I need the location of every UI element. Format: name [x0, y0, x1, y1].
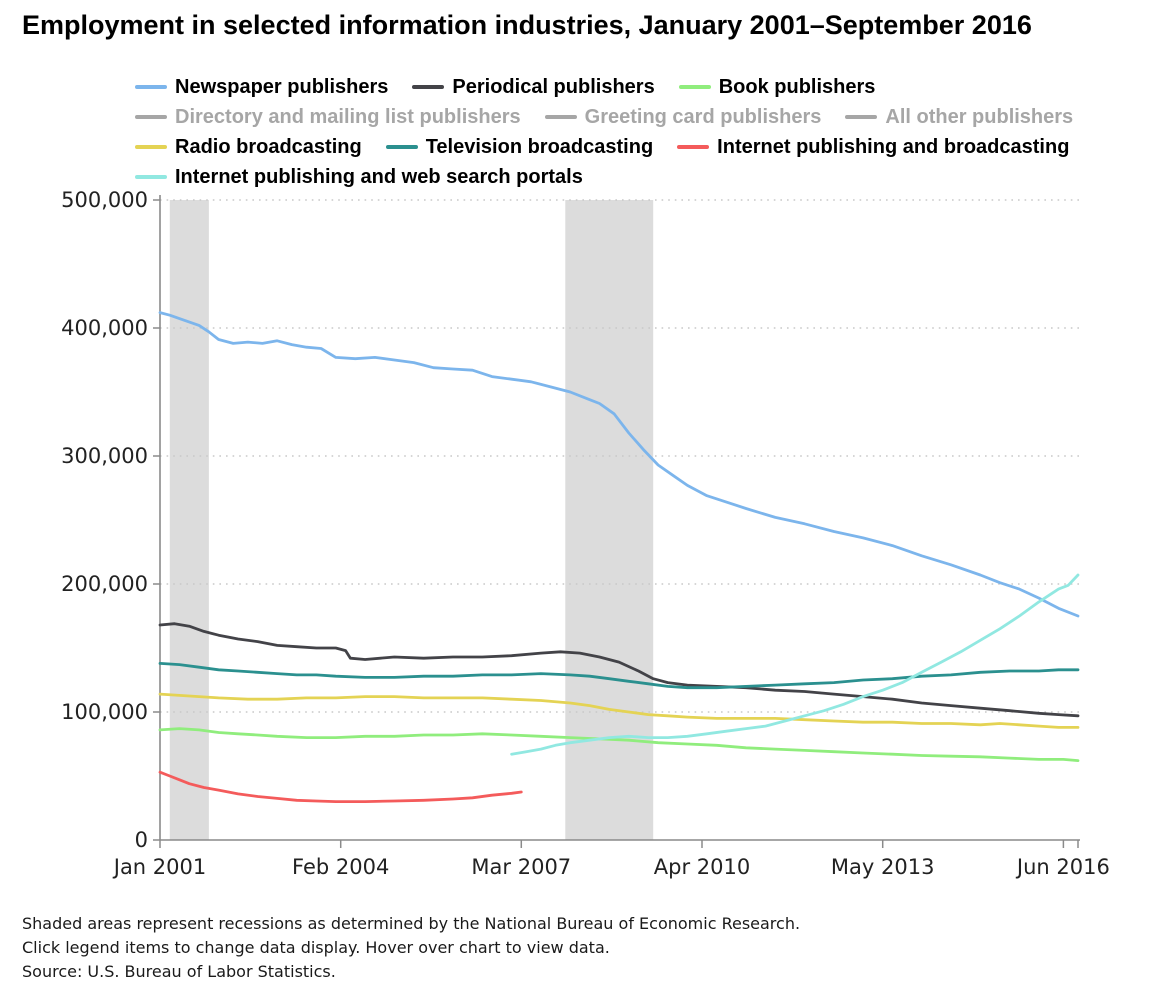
- plot-area[interactable]: [160, 200, 1080, 840]
- legend-item-all-other-publishers[interactable]: All other publishers: [845, 104, 1073, 130]
- legend-swatch-icon: [385, 145, 418, 149]
- legend-label: Television broadcasting: [425, 136, 654, 158]
- legend: Newspaper publishers Periodical publisher…: [135, 74, 1115, 190]
- x-axis-label: Jan 2001: [112, 855, 207, 879]
- legend-label: Directory and mailing list publishers: [175, 106, 521, 128]
- legend-swatch-icon: [135, 115, 167, 119]
- legend-item-directory-and-mailing-list-publishers[interactable]: Directory and mailing list publishers: [135, 104, 521, 130]
- legend-swatch-icon: [678, 85, 711, 89]
- recession-band: [565, 200, 654, 840]
- legend-item-greeting-card-publishers[interactable]: Greeting card publishers: [544, 104, 822, 130]
- y-axis-label: 100,000: [61, 700, 148, 724]
- legend-swatch-icon: [412, 85, 445, 89]
- series-line-periodical-publishers[interactable]: [158, 622, 1080, 718]
- chart-title: Employment in selected information indus…: [22, 10, 1032, 40]
- x-axis-label: Jun 2016: [1015, 855, 1110, 879]
- x-axis-label: Mar 2007: [471, 855, 571, 879]
- employment-line-chart[interactable]: 0 100,000 200,000 300,000 400,000 500,000 Jan …: [0, 185, 1160, 900]
- legend-label: All other publishers: [885, 106, 1074, 128]
- legend-item-periodical-publishers[interactable]: Periodical publishers: [412, 74, 655, 100]
- legend-swatch-icon: [135, 175, 167, 179]
- footnote-recessions: Shaded areas represent recessions as det…: [22, 914, 801, 933]
- y-axis-label: 300,000: [61, 444, 148, 468]
- legend-label: Book publishers: [718, 76, 876, 98]
- x-axis-label: May 2013: [831, 855, 935, 879]
- legend-label: Internet publishing and broadcasting: [717, 136, 1070, 158]
- footnote-source: Source: U.S. Bureau of Labor Statistics.: [22, 962, 336, 981]
- legend-item-book-publishers[interactable]: Book publishers: [678, 74, 876, 100]
- footnotes: Shaded areas represent recessions as det…: [22, 912, 800, 984]
- legend-item-internet-publishing-and-broadcasting[interactable]: Internet publishing and broadcasting: [677, 134, 1069, 160]
- legend-item-newspaper-publishers[interactable]: Newspaper publishers: [135, 74, 388, 100]
- legend-item-television-broadcasting[interactable]: Television broadcasting: [385, 134, 654, 160]
- y-axis-label: 0: [135, 828, 148, 852]
- series-line-internet-publishing-and-web-search-portals[interactable]: [510, 573, 1080, 756]
- legend-item-internet-publishing-and-web-search-portals[interactable]: Internet publishing and web search porta…: [135, 164, 583, 190]
- legend-label: Greeting card publishers: [584, 106, 822, 128]
- legend-swatch-icon: [677, 145, 710, 149]
- series-line-internet-publishing-and-broadcasting[interactable]: [158, 770, 523, 803]
- legend-label: Radio broadcasting: [175, 136, 362, 158]
- legend-swatch-icon: [135, 85, 167, 89]
- footnote-legend-hint: Click legend items to change data displa…: [22, 938, 610, 957]
- recession-band: [169, 200, 209, 840]
- series-line-newspaper-publishers[interactable]: [158, 311, 1080, 618]
- x-axis-label: Apr 2010: [654, 855, 750, 879]
- legend-swatch-icon: [544, 115, 577, 119]
- y-axis-label: 200,000: [61, 572, 148, 596]
- y-axis-label: 500,000: [61, 188, 148, 212]
- y-axis-label: 400,000: [61, 316, 148, 340]
- legend-swatch-icon: [135, 145, 167, 149]
- series-line-television-broadcasting[interactable]: [158, 662, 1080, 690]
- legend-label: Newspaper publishers: [175, 76, 389, 98]
- series-line-radio-broadcasting[interactable]: [158, 692, 1080, 729]
- legend-item-radio-broadcasting[interactable]: Radio broadcasting: [135, 134, 362, 160]
- x-axis-label: Feb 2004: [292, 855, 389, 879]
- legend-label: Periodical publishers: [452, 76, 655, 98]
- legend-swatch-icon: [845, 115, 878, 119]
- legend-label: Internet publishing and web search porta…: [175, 166, 583, 188]
